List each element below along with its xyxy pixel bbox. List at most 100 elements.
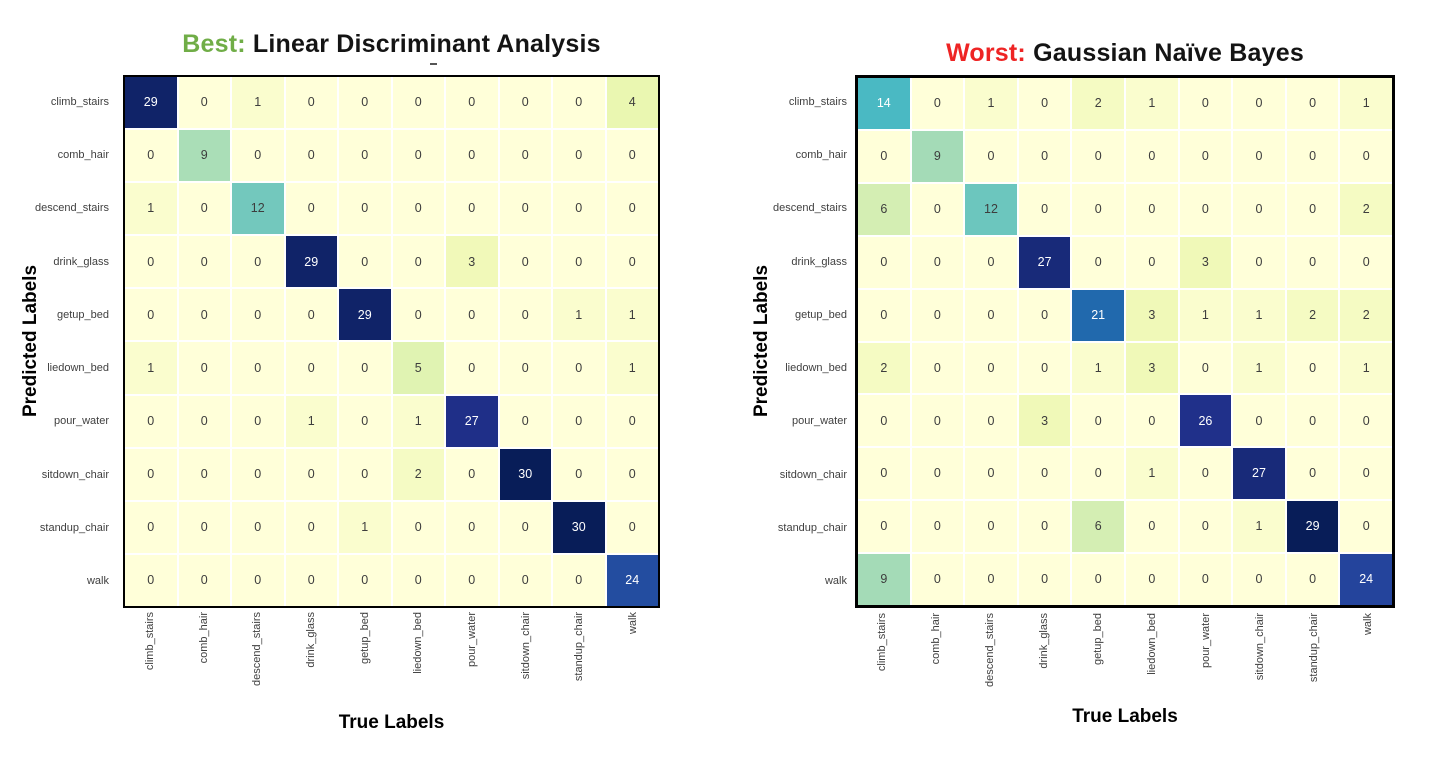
matrix-cell: 0 bbox=[1125, 395, 1178, 447]
matrix-cell: 0 bbox=[553, 395, 605, 447]
matrix-cell: 1 bbox=[1072, 342, 1124, 394]
matrix-cell: 0 bbox=[1018, 183, 1071, 235]
matrix-cell: 0 bbox=[1233, 130, 1285, 182]
matrix-cell: 0 bbox=[125, 395, 177, 447]
x-tick-label: drink_glass bbox=[1038, 613, 1050, 669]
matrix-cell: 0 bbox=[446, 289, 498, 341]
matrix-cell: 0 bbox=[1286, 183, 1339, 235]
matrix-cell: 0 bbox=[232, 501, 284, 553]
matrix-cell: 1 bbox=[1233, 501, 1285, 553]
matrix-cell: 0 bbox=[392, 554, 444, 606]
matrix-cell: 0 bbox=[858, 130, 910, 182]
matrix-cell: 0 bbox=[858, 501, 910, 553]
matrix-cell: 29 bbox=[339, 289, 391, 341]
matrix-cell: 0 bbox=[1286, 554, 1339, 605]
chart-title-best: Best: Linear Discriminant Analysis bbox=[123, 30, 660, 59]
matrix-cell: 9 bbox=[858, 554, 910, 605]
y-tick-label: climb_stairs bbox=[50, 95, 109, 108]
matrix-cell: 0 bbox=[446, 501, 498, 553]
y-tick-labels-best: climb_stairs comb_hair descend_stairs drink… bbox=[0, 75, 116, 608]
matrix-cell: 1 bbox=[125, 183, 177, 235]
matrix-cell: 0 bbox=[446, 183, 498, 235]
matrix-cell: 0 bbox=[1072, 448, 1124, 500]
matrix-cell: 0 bbox=[232, 554, 284, 606]
x-tick-label: walk bbox=[1362, 613, 1374, 636]
matrix-cell: 0 bbox=[1018, 501, 1071, 553]
matrix-cell: 0 bbox=[339, 77, 391, 129]
matrix-cell: 0 bbox=[1233, 395, 1285, 447]
matrix-cell: 0 bbox=[339, 183, 391, 235]
matrix-cell: 0 bbox=[339, 448, 391, 500]
matrix-cell: 9 bbox=[178, 130, 230, 182]
matrix-cell: 0 bbox=[965, 130, 1017, 182]
matrix-cell: 0 bbox=[178, 236, 230, 288]
matrix-cell: 0 bbox=[178, 554, 230, 606]
matrix-cell: 0 bbox=[965, 448, 1017, 500]
y-tick-label: getup_bed bbox=[795, 308, 847, 321]
matrix-cell: 0 bbox=[1286, 78, 1339, 129]
matrix-cell: 1 bbox=[232, 77, 284, 129]
matrix-cell: 0 bbox=[285, 77, 337, 129]
matrix-cell: 0 bbox=[911, 448, 964, 500]
y-tick-label: sitdown_chair bbox=[41, 468, 109, 481]
y-tick-label: getup_bed bbox=[57, 308, 109, 321]
matrix-cell: 0 bbox=[1340, 236, 1392, 288]
y-tick-label: liedown_bed bbox=[785, 362, 847, 375]
y-tick-label: standup_chair bbox=[777, 522, 847, 535]
matrix-cell: 0 bbox=[553, 342, 605, 394]
matrix-cell: 1 bbox=[1125, 448, 1178, 500]
matrix-cell: 1 bbox=[965, 78, 1017, 129]
matrix-cell: 0 bbox=[965, 554, 1017, 605]
matrix-cell: 0 bbox=[392, 236, 444, 288]
matrix-cell: 2 bbox=[1340, 183, 1392, 235]
matrix-cell: 0 bbox=[606, 448, 658, 500]
confusion-matrix-worst: 14 0 1 0 2 1 0 0 0 1 0 9 0 0 0 0 0 0 0 0 6 0 12 0 0 0 0 0 0 2 0 0 0 27 0 0 3… bbox=[855, 75, 1395, 608]
matrix-cell: 0 bbox=[339, 130, 391, 182]
y-tick-label: descend_stairs bbox=[35, 202, 109, 215]
matrix-cell: 0 bbox=[178, 448, 230, 500]
matrix-cell: 0 bbox=[1125, 183, 1178, 235]
matrix-cell: 0 bbox=[1018, 289, 1071, 341]
matrix-cell: 0 bbox=[499, 342, 551, 394]
matrix-cell: 0 bbox=[606, 130, 658, 182]
matrix-cell: 0 bbox=[392, 77, 444, 129]
matrix-cell: 12 bbox=[965, 183, 1017, 235]
matrix-cell: 0 bbox=[606, 236, 658, 288]
y-tick-label: climb_stairs bbox=[788, 95, 847, 108]
y-tick-label: standup_chair bbox=[39, 522, 109, 535]
x-tick-labels-worst: climb_stairs comb_hair descend_stairs drink… bbox=[855, 613, 1395, 693]
matrix-cell: 0 bbox=[1340, 395, 1392, 447]
matrix-cell: 0 bbox=[178, 501, 230, 553]
matrix-cell: 0 bbox=[232, 395, 284, 447]
matrix-cell: 0 bbox=[232, 448, 284, 500]
y-tick-label: liedown_bed bbox=[47, 362, 109, 375]
y-tick-labels-worst: climb_stairs comb_hair descend_stairs drink… bbox=[770, 75, 852, 608]
matrix-cell: 0 bbox=[1018, 554, 1071, 605]
matrix-cell: 27 bbox=[1233, 448, 1285, 500]
chart-title-worst: Worst: Gaussian Naïve Bayes bbox=[855, 39, 1395, 68]
y-tick-label: walk bbox=[86, 575, 109, 588]
matrix-cell: 29 bbox=[285, 236, 337, 288]
matrix-cell: 0 bbox=[1072, 395, 1124, 447]
matrix-cell: 1 bbox=[125, 342, 177, 394]
matrix-cell: 0 bbox=[446, 130, 498, 182]
matrix-cell: 0 bbox=[392, 289, 444, 341]
matrix-cell: 5 bbox=[392, 342, 444, 394]
matrix-cell: 0 bbox=[1179, 78, 1232, 129]
matrix-cell: 0 bbox=[1179, 554, 1232, 605]
matrix-cell: 0 bbox=[1179, 501, 1232, 553]
matrix-cell: 1 bbox=[606, 342, 658, 394]
matrix-cell: 0 bbox=[125, 236, 177, 288]
matrix-cell: 3 bbox=[1125, 289, 1178, 341]
y-tick-label: pour_water bbox=[791, 415, 847, 428]
matrix-cell: 0 bbox=[965, 236, 1017, 288]
matrix-cell: 0 bbox=[553, 448, 605, 500]
matrix-cell: 0 bbox=[1018, 342, 1071, 394]
matrix-cell: 0 bbox=[911, 554, 964, 605]
x-tick-label: getup_bed bbox=[1092, 613, 1104, 665]
matrix-cell: 0 bbox=[1179, 342, 1232, 394]
x-tick-label: standup_chair bbox=[1308, 613, 1320, 683]
matrix-cell: 0 bbox=[1233, 554, 1285, 605]
matrix-cell: 0 bbox=[858, 236, 910, 288]
